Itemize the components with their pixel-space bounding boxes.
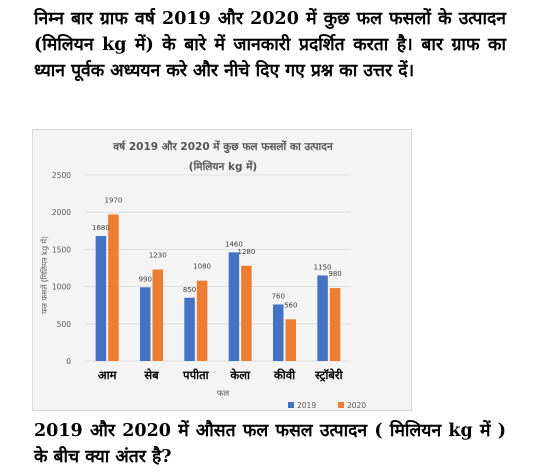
chart-subtitle: (मिलियन kg में)	[189, 160, 257, 173]
y-tick-labels: 0 500 1000 1500 2000 2500	[52, 171, 71, 366]
legend-swatch	[288, 402, 294, 408]
bar-2019	[228, 252, 240, 361]
data-label: 1680	[92, 224, 110, 232]
data-label: 760	[272, 292, 285, 300]
data-label: 1970	[105, 196, 123, 204]
question-text: 2019 और 2020 में औसत फल फसल उत्पादन ( मि…	[34, 421, 506, 467]
legend-swatch	[338, 402, 344, 408]
bar-2020	[152, 269, 163, 361]
legend-label: 2019	[297, 401, 316, 410]
y-tick-label: 500	[57, 320, 72, 329]
chart-title: वर्ष 2019 और 2020 में कुछ फल फसलों का उत…	[112, 140, 334, 154]
data-label: 990	[139, 275, 152, 283]
y-tick-label: 1000	[52, 283, 71, 292]
data-label: 1230	[149, 251, 167, 259]
x-tick-label: आम	[98, 368, 118, 382]
chart-panel: 0 500 1000 1500 2000 2500 1680 1970 990 1230 850 1…	[32, 129, 412, 411]
data-label: 980	[328, 270, 341, 278]
bar-2020	[329, 288, 341, 361]
y-tick-label: 2000	[52, 208, 71, 217]
bar-2020	[196, 280, 208, 361]
bar-2020	[241, 265, 252, 361]
y-tick-label: 0	[66, 357, 71, 366]
bars	[95, 214, 341, 361]
data-label: 850	[183, 286, 196, 294]
x-tick-label: केला	[229, 368, 251, 382]
data-label: 560	[284, 301, 297, 309]
y-tick-label: 2500	[52, 171, 71, 180]
bar-2019	[184, 297, 195, 361]
x-axis-label: फल	[217, 389, 230, 399]
bar-2020	[108, 214, 119, 361]
bar-2019	[273, 304, 284, 361]
data-label: 1280	[238, 248, 256, 256]
x-tick-label: कीवी	[273, 368, 296, 382]
data-label: 1150	[314, 263, 332, 271]
legend-label: 2020	[347, 401, 366, 410]
data-label: 1080	[193, 263, 211, 271]
x-tick-labels: आम सेब पपीता केला कीवी स्ट्रॉबेरी	[98, 368, 344, 382]
bar-2019	[317, 275, 328, 361]
x-tick-label: पपीता	[182, 368, 210, 382]
legend: 2019 2020	[288, 401, 366, 410]
y-axis-label: फल फसलें (मिलियन kg में)	[40, 236, 49, 314]
data-label: 1460	[225, 240, 243, 248]
bar-2019	[140, 287, 151, 361]
question-intro: निम्न बार ग्राफ वर्ष 2019 और 2020 में कु…	[34, 9, 506, 81]
bar-2019	[95, 236, 107, 361]
bar-2020	[285, 319, 296, 361]
y-tick-label: 1500	[52, 245, 71, 254]
x-tick-label: स्ट्रॉबेरी	[314, 368, 344, 382]
x-tick-label: सेब	[143, 368, 159, 382]
grid-lines	[85, 174, 351, 362]
